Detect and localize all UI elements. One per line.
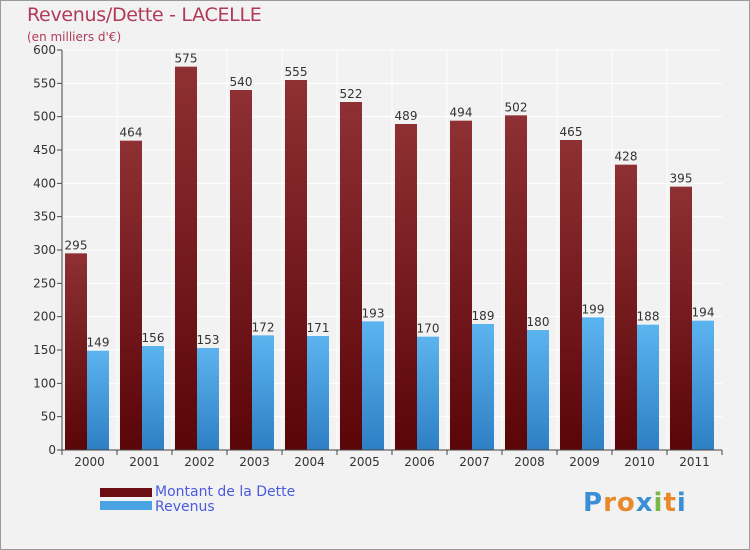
value-label-debt: 575 xyxy=(175,52,198,66)
bar-debt xyxy=(450,120,472,451)
x-tick-label: 2002 xyxy=(184,455,215,469)
bar-revenus xyxy=(252,335,274,450)
y-tick-label: 0 xyxy=(48,443,56,457)
x-tick-label: 2004 xyxy=(294,455,325,469)
legend-swatch-revenus xyxy=(100,501,152,510)
logo-letter: P xyxy=(583,488,604,518)
x-tick-label: 2006 xyxy=(404,455,435,469)
bar-debt xyxy=(230,90,252,450)
bar-revenus xyxy=(307,336,329,450)
value-label-debt: 295 xyxy=(65,238,88,252)
y-tick-label: 150 xyxy=(33,343,56,357)
y-tick-label: 50 xyxy=(41,410,56,424)
bar-debt xyxy=(615,164,637,450)
y-tick-label: 100 xyxy=(33,376,56,390)
value-label-revenus: 153 xyxy=(197,333,220,347)
bar-revenus xyxy=(87,350,109,450)
x-tick-label: 2007 xyxy=(459,455,490,469)
bar-revenus xyxy=(527,330,549,450)
logo-letter: i xyxy=(653,488,664,518)
bar-debt xyxy=(65,253,87,450)
bar-debt xyxy=(670,186,692,450)
legend-label-revenus: Revenus xyxy=(155,499,215,515)
logo-letter: i xyxy=(676,488,687,518)
y-tick-label: 450 xyxy=(33,143,56,157)
x-tick-label: 2010 xyxy=(624,455,655,469)
x-tick-label: 2009 xyxy=(569,455,600,469)
bar-debt xyxy=(340,102,362,450)
value-label-revenus: 180 xyxy=(527,315,550,329)
y-tick-label: 550 xyxy=(33,76,56,90)
value-label-debt: 522 xyxy=(340,87,363,101)
x-tick-label: 2005 xyxy=(349,455,380,469)
x-tick-label: 2001 xyxy=(129,455,160,469)
value-label-revenus: 188 xyxy=(637,310,660,324)
bar-revenus xyxy=(142,346,164,450)
y-tick-label: 200 xyxy=(33,310,56,324)
chart-title: Revenus/Dette - LACELLE xyxy=(27,4,262,26)
bar-debt xyxy=(395,124,417,450)
x-tick-label: 2003 xyxy=(239,455,270,469)
value-label-revenus: 149 xyxy=(87,336,110,350)
bar-debt xyxy=(285,80,307,450)
bar-revenus xyxy=(417,336,439,450)
value-label-revenus: 189 xyxy=(472,309,495,323)
chart-subtitle: (en milliers d'€) xyxy=(27,30,122,44)
y-tick-label: 250 xyxy=(33,276,56,290)
value-label-debt: 395 xyxy=(670,172,693,186)
value-label-revenus: 156 xyxy=(142,331,165,345)
y-tick-label: 350 xyxy=(33,210,56,224)
x-tick-label: 2008 xyxy=(514,455,545,469)
value-label-revenus: 194 xyxy=(692,306,715,320)
x-tick-label: 2000 xyxy=(74,455,105,469)
x-tick-label: 2011 xyxy=(679,455,710,469)
value-label-debt: 465 xyxy=(560,125,583,139)
value-label-revenus: 193 xyxy=(362,306,385,320)
bar-debt xyxy=(560,140,582,450)
logo-letter: o xyxy=(616,488,636,518)
bar-revenus xyxy=(637,324,659,450)
bar-debt xyxy=(175,66,197,451)
y-tick-label: 400 xyxy=(33,176,56,190)
value-label-debt: 540 xyxy=(230,75,253,89)
value-label-debt: 494 xyxy=(450,106,473,120)
axes: 0 50 100 150 200 250 300 350 400 450 500 550 600 2000… xyxy=(33,43,723,469)
value-label-debt: 464 xyxy=(120,126,143,140)
value-label-revenus: 170 xyxy=(417,322,440,336)
y-tick-label: 500 xyxy=(33,110,56,124)
value-label-debt: 428 xyxy=(615,150,638,164)
value-label-revenus: 199 xyxy=(582,302,605,316)
logo-letter: t xyxy=(663,488,677,518)
bar-debt xyxy=(120,140,142,450)
logo-letter: x xyxy=(635,488,654,518)
y-tick-label: 600 xyxy=(33,43,56,57)
bar-revenus xyxy=(472,324,494,450)
grid-lines xyxy=(62,49,722,450)
bar-revenus xyxy=(362,321,384,450)
value-label-revenus: 172 xyxy=(252,320,275,334)
logo-letter: r xyxy=(603,488,617,518)
value-label-debt: 555 xyxy=(285,65,308,79)
bar-revenus xyxy=(582,317,604,450)
bars: 295 149 464 156 575 153 540 172 555 171 522 193 489 1… xyxy=(65,52,715,451)
value-label-debt: 489 xyxy=(395,109,418,123)
proxiti-logo: Proxiti xyxy=(583,488,687,518)
legend-label-debt: Montant de la Dette xyxy=(155,484,296,500)
value-label-debt: 502 xyxy=(505,100,528,114)
legend-swatch-debt xyxy=(100,488,152,497)
bar-debt xyxy=(505,115,527,450)
y-tick-label: 300 xyxy=(33,243,56,257)
bar-revenus xyxy=(692,320,714,450)
value-label-revenus: 171 xyxy=(307,321,330,335)
bar-revenus xyxy=(197,348,219,450)
